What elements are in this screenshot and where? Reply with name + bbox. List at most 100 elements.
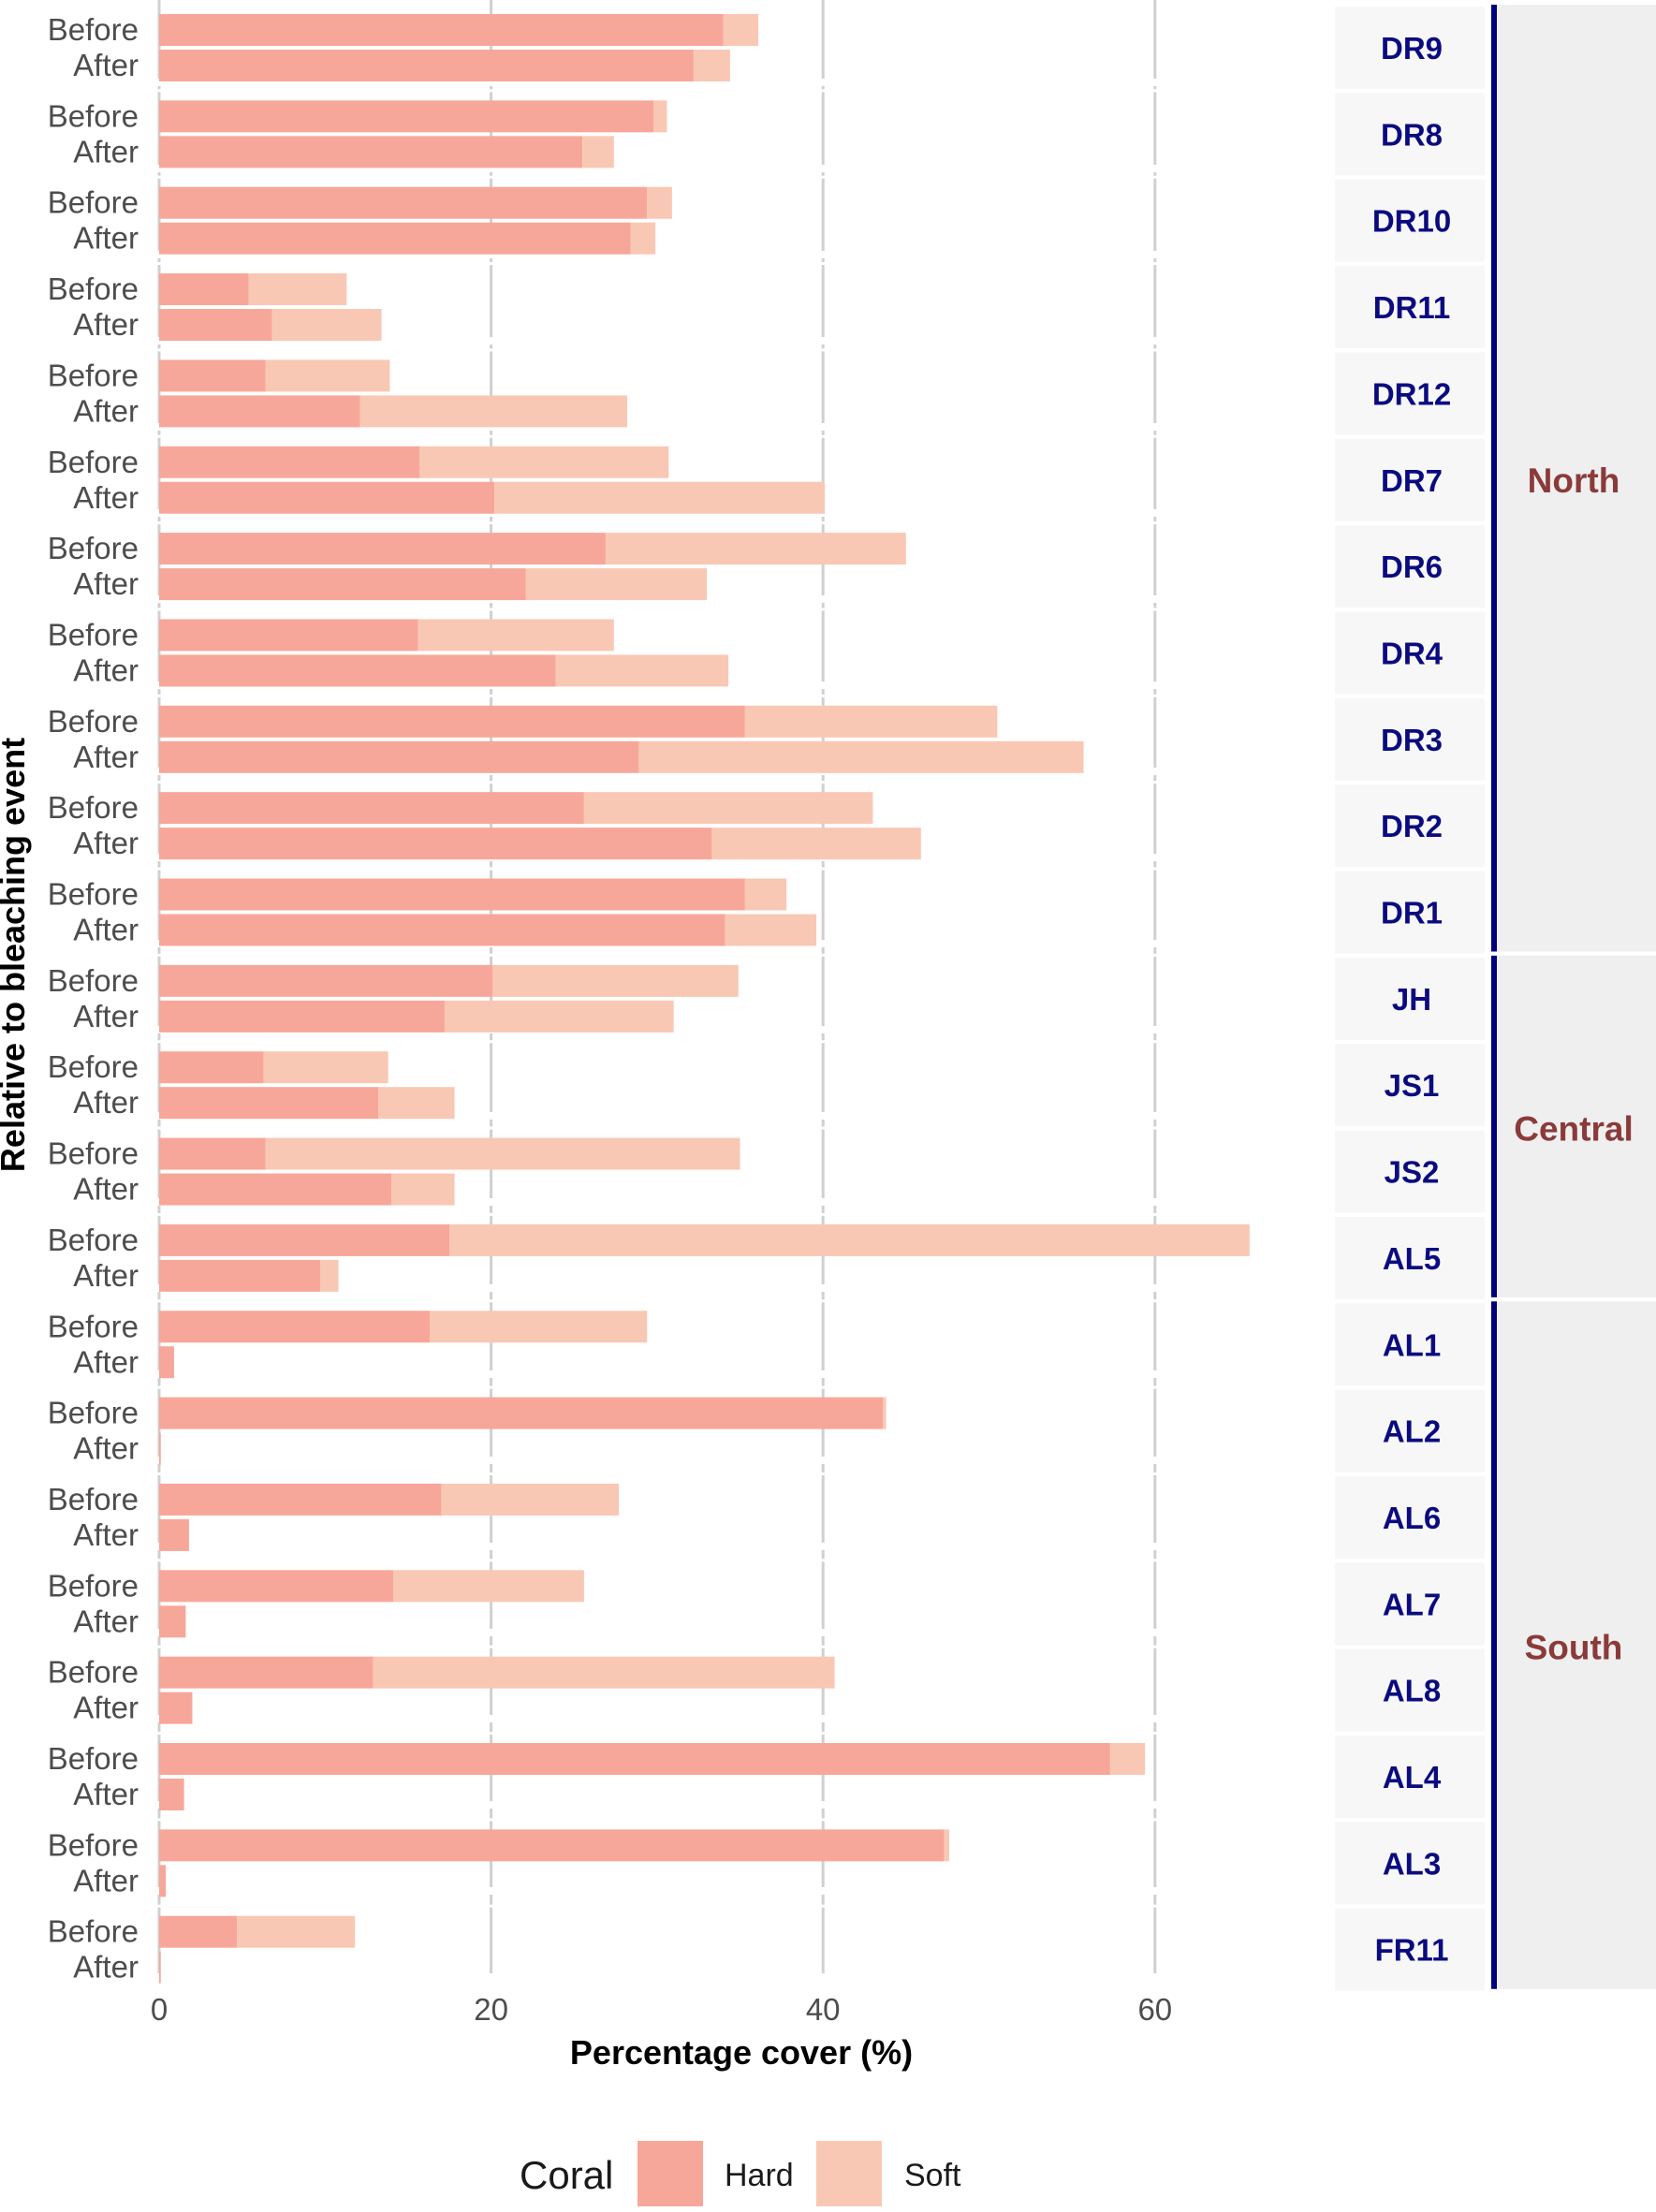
site-label-JS1: JS1	[1385, 1068, 1440, 1103]
bar-DR3-before-soft	[744, 705, 998, 738]
bar-AL2-after-hard	[159, 1432, 161, 1465]
x-tick-label-40: 40	[806, 1992, 841, 2027]
legend-swatch-soft	[816, 2141, 882, 2206]
bar-AL1-after-hard	[159, 1346, 174, 1379]
bar-DR12-before-hard	[159, 359, 266, 392]
site-strip-AL2	[1335, 1389, 1485, 1472]
site-label-DR8: DR8	[1381, 117, 1443, 152]
y-axis-title: Relative to bleaching event	[0, 738, 32, 1172]
site-strip-DR3	[1335, 697, 1485, 781]
legend-title: Coral	[520, 2153, 613, 2197]
site-label-AL4: AL4	[1383, 1760, 1442, 1795]
period-label-AL3-after: After	[73, 1863, 139, 1897]
period-label-DR3-before: Before	[48, 704, 139, 739]
bar-DR9-before-soft	[723, 14, 759, 46]
site-strips: DR9 DR8 DR10 DR11 DR12 DR7 DR6 DR4 DR3 DR2 DR1 JH JS…	[1335, 7, 1485, 1991]
panel-separator	[157, 1472, 1318, 1475]
bar-AL5-after-hard	[159, 1259, 320, 1292]
site-label-DR2: DR2	[1381, 809, 1443, 843]
period-label-JS2-before: Before	[48, 1136, 139, 1171]
site-strip-AL7	[1335, 1562, 1485, 1646]
bar-DR4-before-hard	[159, 619, 418, 652]
bar-JH-after-hard	[159, 1000, 445, 1033]
site-strip-DR7	[1335, 438, 1485, 521]
site-strip-FR11	[1335, 1908, 1485, 1991]
bar-AL4-after-hard	[159, 1779, 184, 1810]
bar-DR4-after-hard	[159, 654, 556, 687]
bar-DR6-after-hard	[159, 568, 526, 601]
bar-DR10-before-soft	[647, 186, 672, 219]
period-label-AL6-after: After	[73, 1517, 139, 1552]
period-label-AL7-after: After	[73, 1604, 139, 1638]
panel-separator	[157, 1385, 1318, 1389]
period-label-AL2-before: Before	[48, 1396, 139, 1430]
bar-AL6-after-hard	[159, 1518, 189, 1551]
legend-label-hard: Hard	[725, 2158, 794, 2193]
bar-AL6-before-hard	[159, 1483, 442, 1516]
period-label-DR1-after: After	[73, 913, 139, 947]
panel-separator	[157, 1732, 1318, 1735]
panel-separator	[157, 521, 1318, 525]
period-label-AL5-before: Before	[48, 1223, 139, 1257]
bar-DR10-before-hard	[159, 186, 648, 219]
bar-FR11-before-soft	[237, 1915, 356, 1948]
x-tick-label-0: 0	[151, 1992, 168, 2027]
bar-DR8-after-soft	[582, 136, 614, 168]
bar-DR2-before-soft	[583, 792, 873, 825]
panel-separator	[157, 1645, 1318, 1648]
bar-DR12-after-hard	[159, 395, 360, 428]
panel-separator	[157, 781, 1318, 784]
panel-separator	[157, 348, 1318, 352]
period-label-FR11-before: Before	[48, 1914, 139, 1949]
panel-separator	[157, 175, 1318, 179]
period-label-JS1-after: After	[73, 1085, 139, 1120]
period-label-DR4-after: After	[73, 652, 139, 687]
site-strip-DR12	[1335, 352, 1485, 435]
bar-DR7-after-hard	[159, 481, 495, 514]
bar-DR9-after-hard	[159, 50, 694, 81]
bar-AL6-before-soft	[441, 1483, 620, 1516]
legend: Coral Hard Soft	[520, 2141, 961, 2206]
site-label-AL1: AL1	[1383, 1327, 1441, 1362]
site-label-AL5: AL5	[1383, 1241, 1441, 1276]
period-label-AL8-after: After	[73, 1691, 139, 1725]
site-label-DR6: DR6	[1381, 549, 1443, 584]
bar-DR3-after-soft	[638, 740, 1084, 773]
bar-AL5-before-hard	[159, 1223, 450, 1256]
bar-DR11-after-soft	[271, 309, 382, 342]
panel-separator	[157, 608, 1318, 611]
region-label-north: North	[1528, 461, 1620, 500]
period-label-AL4-before: Before	[48, 1741, 139, 1776]
bar-JS1-before-soft	[263, 1051, 388, 1084]
period-label-JS2-after: After	[73, 1172, 139, 1207]
bar-DR1-before-hard	[159, 878, 745, 911]
bars	[157, 14, 1318, 1984]
region-label-central: Central	[1514, 1109, 1633, 1148]
period-label-DR2-before: Before	[48, 790, 139, 825]
period-tick-labels: BeforeAfterBeforeAfterBeforeAfterBeforeA…	[48, 12, 139, 1985]
bar-JS2-before-soft	[265, 1137, 740, 1170]
bar-AL7-after-hard	[159, 1605, 186, 1638]
site-strip-JH	[1335, 957, 1485, 1040]
site-strip-DR11	[1335, 266, 1485, 349]
site-label-DR9: DR9	[1381, 31, 1443, 66]
bar-DR9-after-soft	[693, 50, 730, 81]
site-strip-DR8	[1335, 93, 1485, 176]
bar-DR12-before-soft	[265, 359, 390, 392]
period-label-DR10-before: Before	[48, 185, 139, 220]
panel-separator	[157, 89, 1318, 93]
bar-DR10-after-soft	[630, 222, 656, 255]
bar-DR8-before-hard	[159, 100, 654, 133]
bar-AL2-before-soft	[883, 1397, 887, 1429]
panel-separator	[157, 694, 1318, 697]
bar-DR9-before-hard	[159, 14, 724, 46]
period-label-AL1-after: After	[73, 1344, 139, 1379]
bar-JH-before-soft	[492, 964, 739, 997]
site-label-AL2: AL2	[1383, 1414, 1441, 1449]
bar-AL3-before-soft	[944, 1829, 949, 1862]
site-label-DR12: DR12	[1372, 376, 1451, 411]
bar-AL7-before-soft	[392, 1570, 584, 1603]
bar-FR11-after-hard	[159, 1951, 161, 1984]
panel-separator	[157, 953, 1318, 957]
bar-AL3-after-hard	[159, 1865, 167, 1897]
